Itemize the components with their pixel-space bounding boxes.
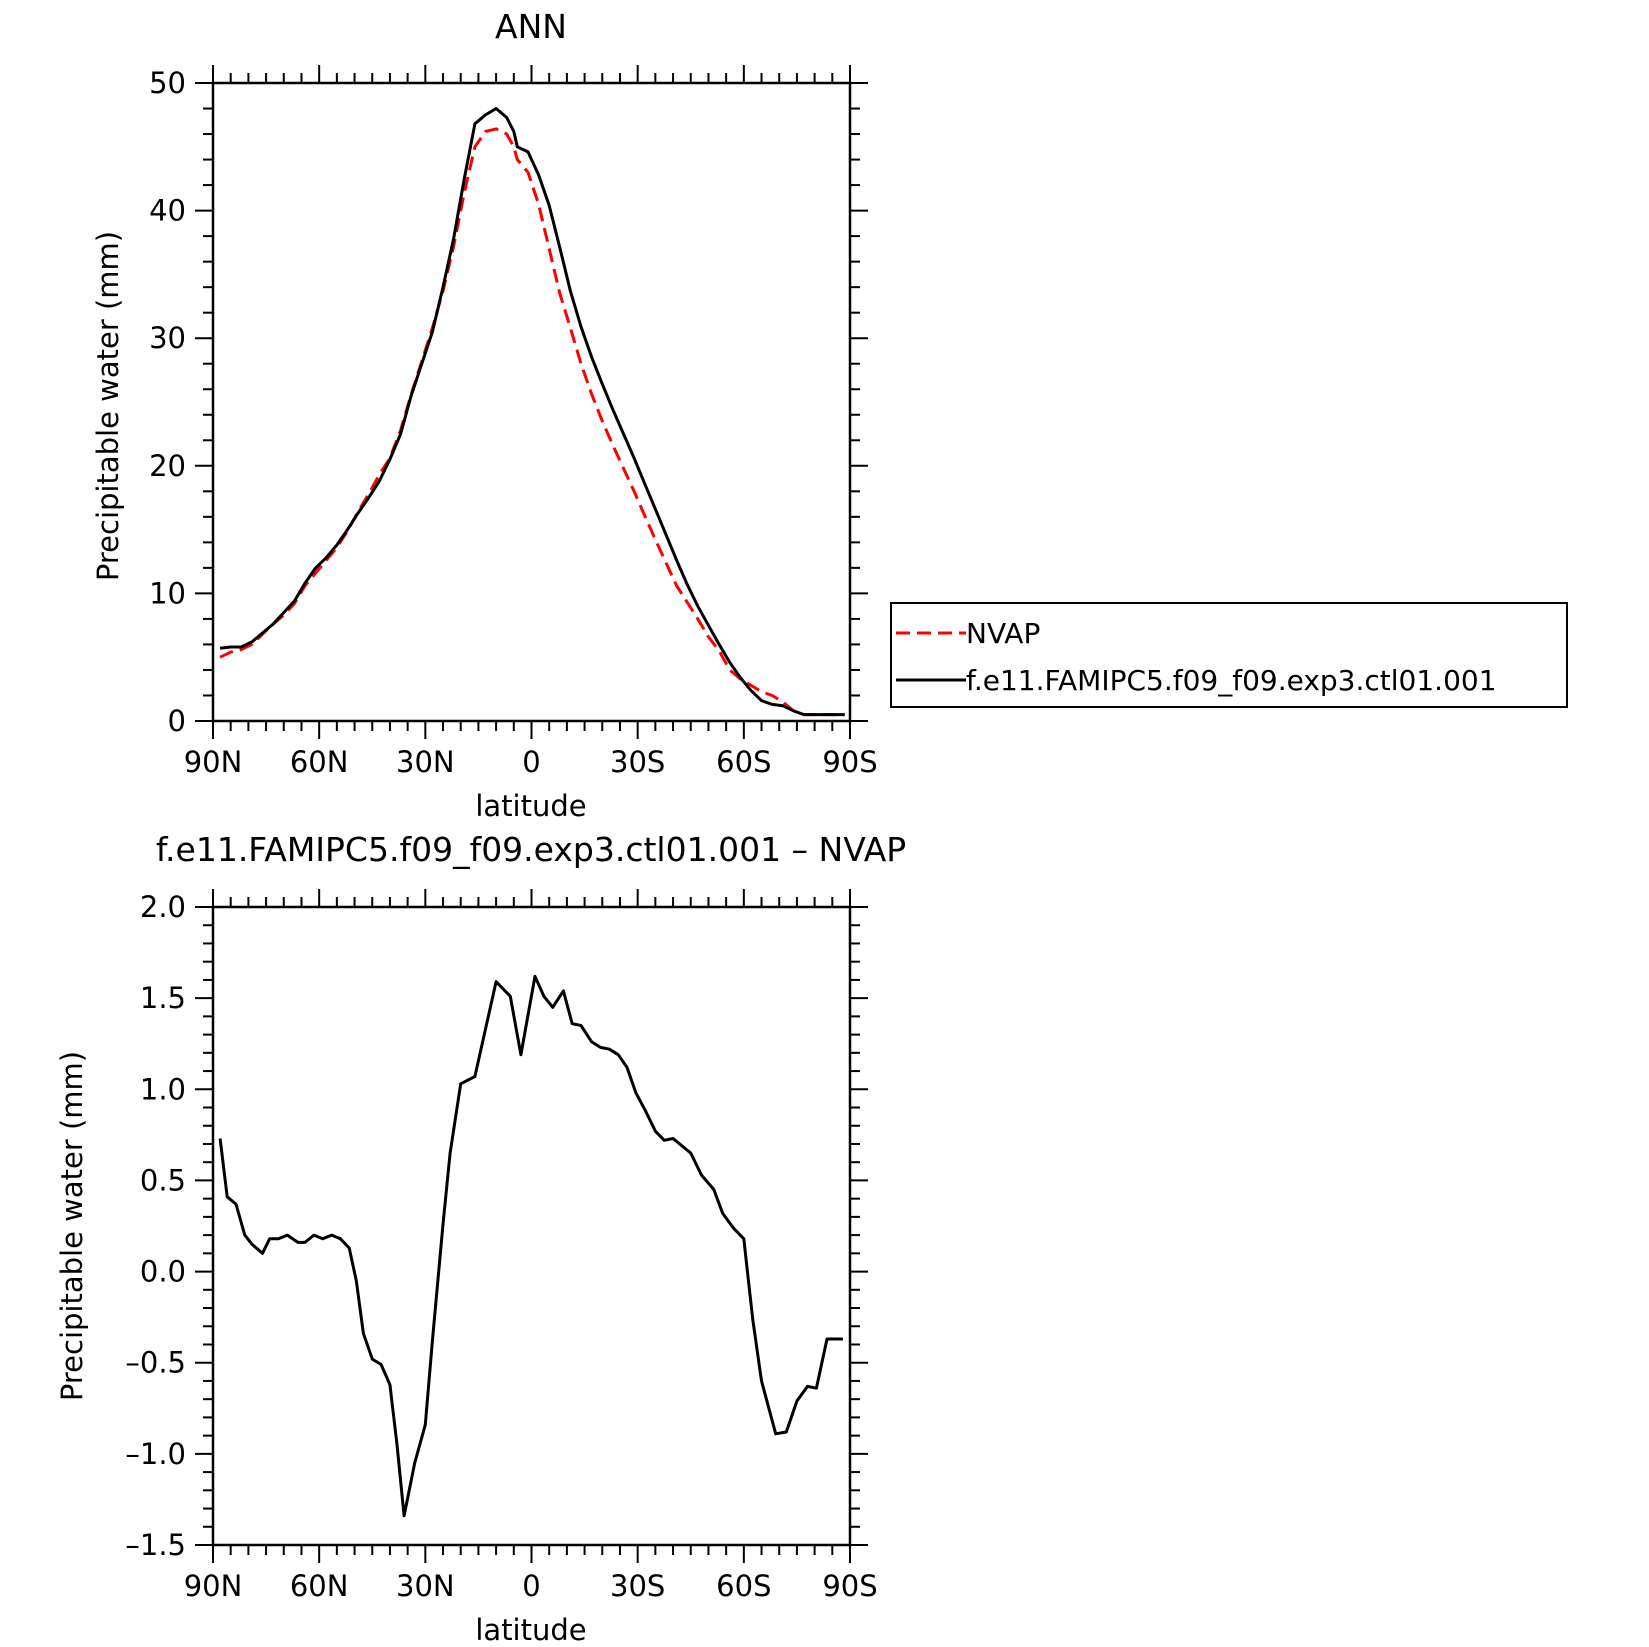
y-tick-label: –1.5 xyxy=(125,1528,186,1562)
x-tick-label: 60S xyxy=(716,1569,771,1603)
x-tick-label: 90S xyxy=(822,745,877,779)
x-tick-label: 0 xyxy=(522,1569,540,1603)
series-line-f-e11-famipc5-f09-f09-exp3-ctl01-001 xyxy=(219,107,845,717)
y-tick-label: 20 xyxy=(149,449,186,483)
x-tick-label: 90S xyxy=(822,1569,877,1603)
axis-ticks xyxy=(195,889,868,1563)
x-tick-label: 90N xyxy=(184,745,243,779)
plot-title: f.e11.FAMIPC5.f09_f09.exp3.ctl01.001 – N… xyxy=(156,830,906,869)
legend-label-model: f.e11.FAMIPC5.f09_f09.exp3.ctl01.001 xyxy=(966,664,1497,697)
legend-label-nvap: NVAP xyxy=(966,617,1040,650)
series-lines xyxy=(218,974,843,1518)
x-tick-label: 30S xyxy=(610,745,665,779)
x-tick-label: 90N xyxy=(184,1569,243,1603)
panel-difference: f.e11.FAMIPC5.f09_f09.exp3.ctl01.001 – N… xyxy=(55,830,906,1647)
y-tick-label: 1.5 xyxy=(140,981,186,1015)
y-tick-label: 10 xyxy=(149,576,186,610)
x-tick-label: 30N xyxy=(396,1569,455,1603)
y-tick-label: –1.0 xyxy=(125,1437,186,1471)
tick-labels: 90N 60N 30N 0 30S 60S 90S 0 10 20 30 40 50 xyxy=(149,66,878,779)
y-tick-label: 2.0 xyxy=(140,890,186,924)
y-tick-label: 0 xyxy=(168,704,186,738)
tick-labels: 90N 60N 30N 0 30S 60S 90S –1.5 –1.0 –0.5 0.0 0.5 1.0… xyxy=(125,890,877,1603)
axis-ticks xyxy=(195,65,868,739)
plot-title: ANN xyxy=(495,7,567,46)
legend-box xyxy=(890,602,1568,708)
x-axis-label: latitude xyxy=(475,1613,586,1647)
y-tick-label: 50 xyxy=(149,66,186,100)
y-tick-label: 30 xyxy=(149,321,186,355)
y-tick-label: 0.0 xyxy=(140,1255,186,1289)
panel-annual-mean: ANN latitude Precipitable water (mm) 90N… xyxy=(91,7,1568,823)
series-line-nvap xyxy=(219,127,845,717)
y-tick-label: 40 xyxy=(149,194,186,228)
x-tick-label: 60S xyxy=(716,745,771,779)
x-tick-label: 30S xyxy=(610,1569,665,1603)
y-axis-label: Precipitable water (mm) xyxy=(91,231,125,581)
series-lines xyxy=(219,107,845,717)
y-axis-label: Precipitable water (mm) xyxy=(55,1051,89,1401)
plot-frame xyxy=(211,81,852,723)
plot-frame xyxy=(211,905,852,1547)
legend: NVAP f.e11.FAMIPC5.f09_f09.exp3.ctl01.00… xyxy=(890,602,1568,708)
y-tick-label: 1.0 xyxy=(140,1072,186,1106)
x-tick-label: 30N xyxy=(396,745,455,779)
y-tick-label: 0.5 xyxy=(140,1163,186,1197)
series-line-difference xyxy=(218,974,843,1518)
x-tick-label: 60N xyxy=(290,1569,349,1603)
x-tick-label: 0 xyxy=(522,745,540,779)
x-tick-label: 60N xyxy=(290,745,349,779)
x-axis-label: latitude xyxy=(475,789,586,823)
y-tick-label: –0.5 xyxy=(125,1346,186,1380)
